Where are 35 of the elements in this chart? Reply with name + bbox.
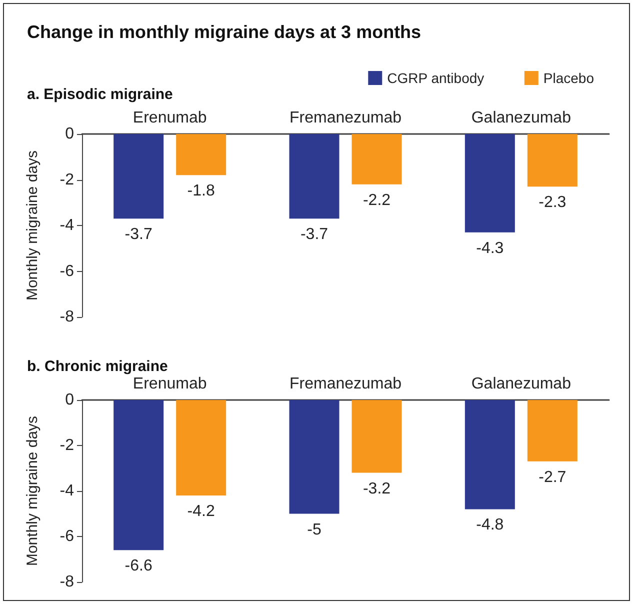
y-tick-label: -2 [60, 437, 74, 454]
data-label: -2.3 [538, 194, 566, 212]
legend-label: CGRP antibody [387, 70, 484, 86]
data-label: -3.7 [300, 226, 328, 244]
y-axis-title: Monthly migraine days [24, 416, 41, 566]
data-label: -6.6 [124, 558, 152, 575]
chart-title: Change in monthly migraine days at 3 months [27, 22, 422, 42]
y-tick-label: -4 [60, 482, 74, 500]
data-label: -1.8 [187, 182, 215, 200]
y-tick-label: 0 [65, 126, 74, 142]
chart-subtitle: a. Episodic migraine [27, 86, 173, 103]
data-label: -2.2 [362, 192, 391, 209]
y-tick-label: -4 [60, 217, 74, 234]
x-tick-label: Galanezumab [471, 110, 572, 126]
data-label: -5 [307, 521, 322, 538]
data-label: -4.3 [476, 240, 504, 257]
data-label: -4.2 [187, 503, 215, 520]
y-axis-title: Monthly migraine days [24, 150, 41, 301]
legend-label: Placebo [543, 70, 594, 86]
data-label: -2.7 [538, 468, 566, 486]
x-tick-label: Fremanezumab [289, 376, 402, 392]
y-tick-label: -2 [60, 171, 74, 188]
y-tick-label: -8 [60, 574, 74, 590]
data-label: -4.8 [476, 516, 504, 534]
x-tick-label: Erenumab [132, 376, 207, 392]
x-tick-label: Erenumab [132, 110, 207, 126]
y-tick-label: -6 [60, 262, 74, 280]
y-tick-label: -6 [60, 528, 74, 545]
data-label: -3.2 [362, 480, 391, 498]
chart-title: b. Chronic migraine [27, 358, 168, 375]
data-label: -3.7 [124, 226, 152, 244]
x-tick-label: Galanezumab [471, 376, 572, 392]
y-tick-label: 0 [65, 392, 74, 408]
y-tick-label: -8 [60, 308, 74, 326]
x-tick-label: Fremanezumab [289, 110, 402, 126]
